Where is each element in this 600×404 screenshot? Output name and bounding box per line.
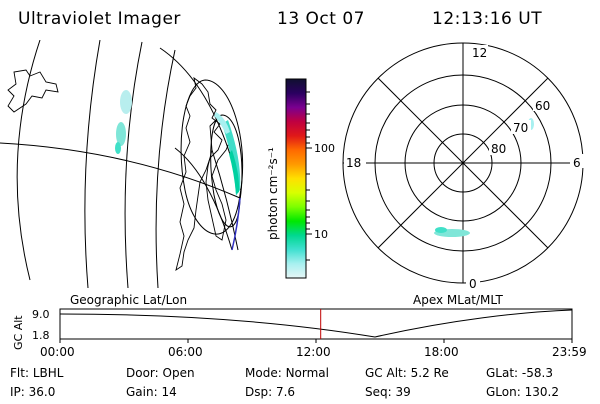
aurora-patch	[115, 142, 121, 154]
mlat-label-60: 60	[535, 99, 550, 113]
terminator-line	[211, 149, 239, 251]
aurora-patch	[116, 122, 126, 146]
colorbar-scale	[285, 78, 307, 279]
timeline-x-tick-label: 23:59	[552, 345, 587, 359]
timeline-right-title: Apex MLat/MLT	[413, 293, 503, 307]
latitude-line	[159, 47, 241, 191]
status-field-glon: GLon: 130.2	[486, 385, 559, 399]
colorbar-tick-label: 100	[314, 142, 335, 155]
meridian-line	[16, 40, 41, 281]
altitude-curve	[59, 309, 573, 338]
status-field-glat: GLat: -58.3	[486, 366, 553, 380]
timeline-x-tick-label: 18:00	[424, 345, 459, 359]
geographic-map	[0, 40, 244, 288]
timeline-x-ticks	[59, 339, 573, 343]
timeline-y-tick: 1.8	[32, 329, 50, 342]
status-footer: Flt: LBHL Door: Open Mode: Normal GC Alt…	[10, 366, 559, 399]
aurora-dayside-trace	[231, 197, 241, 251]
status-field-gain: Gain: 14	[126, 385, 177, 399]
aurora-oval-band	[229, 150, 240, 194]
status-field-filter: Flt: LBHL	[10, 366, 64, 380]
timeline-x-tick-label: 00:00	[40, 345, 75, 359]
mlt-line-diag	[377, 77, 549, 249]
colorbar-unit-label: photon cm⁻²s⁻¹	[266, 147, 280, 240]
colorbar: 100 10 photon cm⁻²s⁻¹	[266, 78, 335, 279]
timeline-left-title: Geographic Lat/Lon	[70, 293, 187, 307]
latitude-line	[0, 142, 241, 199]
timeline-x-tick-label: 12:00	[296, 345, 331, 359]
timeline-y-tick: 9.0	[32, 308, 50, 321]
aurora-patch	[435, 227, 447, 233]
coastline	[7, 69, 59, 113]
colorbar-minor-ticks	[306, 91, 310, 261]
coastline	[175, 76, 223, 272]
mlat-label-70: 70	[513, 121, 528, 135]
status-field-seq: Seq: 39	[365, 385, 411, 399]
aurora-oval-band	[214, 112, 230, 134]
timeline-frame	[59, 308, 573, 340]
mlat-label-80: 80	[491, 142, 506, 156]
polar-labels: 12 18 6 0 60 70 80	[344, 45, 584, 291]
latitude-ellipse	[180, 79, 244, 235]
mlt-label-6: 6	[573, 156, 581, 170]
timeline-y-axis-label: GC Alt	[12, 315, 25, 350]
status-field-mode: Mode: Normal	[245, 366, 329, 380]
aurora-patch	[120, 90, 132, 114]
meridian-line	[124, 41, 143, 288]
header-date: 13 Oct 07	[277, 9, 365, 29]
status-field-gc-alt: GC Alt: 5.2 Re	[365, 366, 449, 380]
status-field-dsp: Dsp: 7.6	[245, 385, 295, 399]
mlt-label-18: 18	[346, 156, 361, 170]
instrument-title: Ultraviolet Imager	[18, 9, 181, 29]
meridian-line	[155, 49, 176, 288]
aurora-emission-map	[115, 90, 241, 251]
polar-plot	[342, 42, 584, 284]
header-time: 12:13:16 UT	[432, 9, 542, 29]
mlt-label-12: 12	[472, 46, 487, 60]
status-field-door: Door: Open	[126, 366, 195, 380]
status-field-ip: IP: 36.0	[10, 385, 55, 399]
meridian-line	[84, 40, 101, 288]
timeline-x-tick-label: 06:00	[168, 345, 203, 359]
orbit-timeline: Geographic Lat/Lon Apex MLat/MLT GC Alt …	[12, 293, 587, 359]
colorbar-tick-label: 10	[314, 228, 328, 241]
mlt-label-0: 0	[469, 277, 477, 291]
latitude-ellipse	[210, 114, 243, 228]
